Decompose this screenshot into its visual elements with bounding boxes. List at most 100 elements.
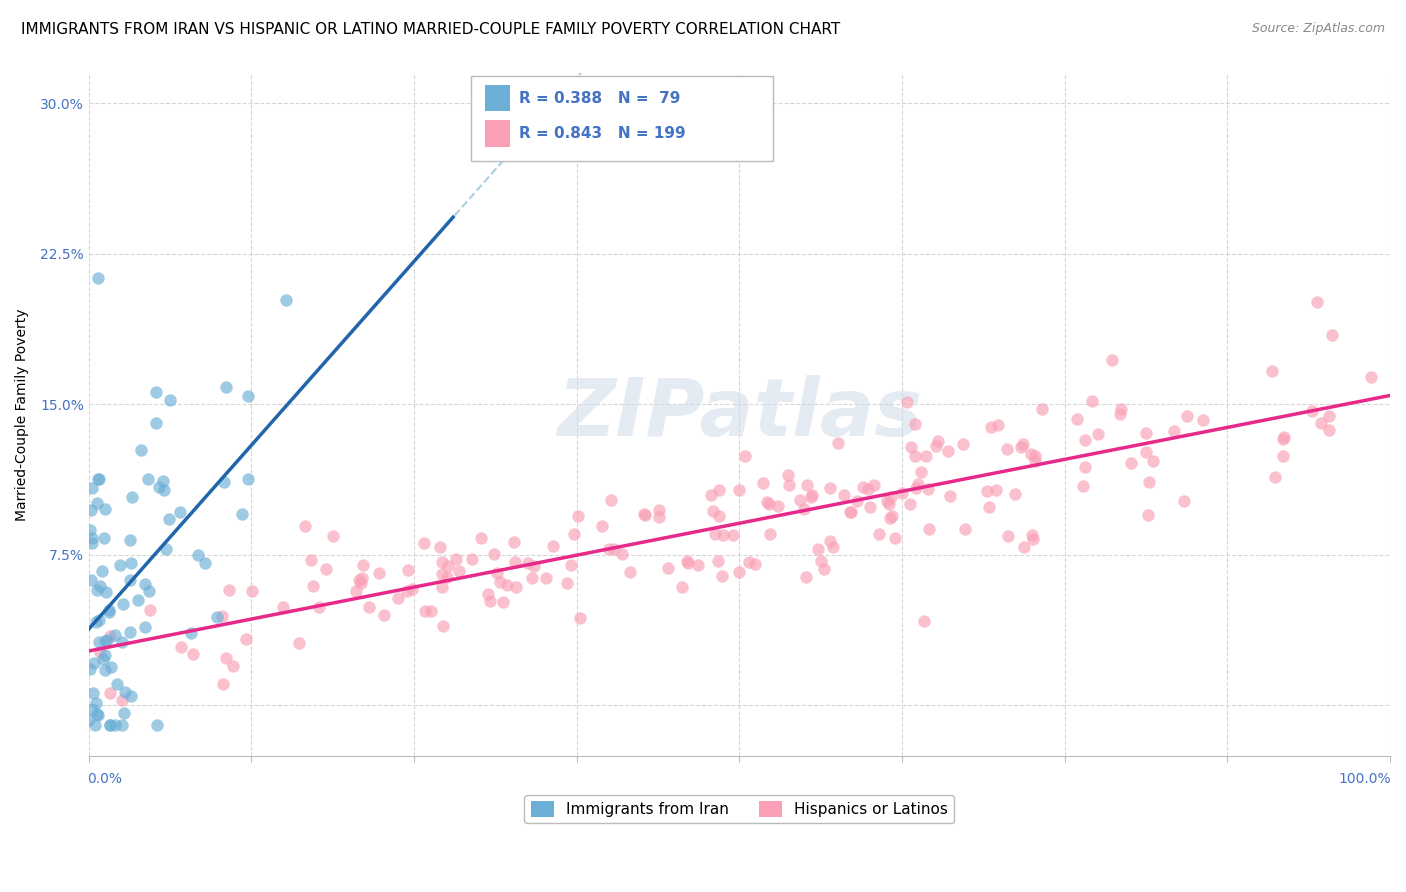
Point xyxy=(1014,540,1036,554)
Point xyxy=(1022,532,1045,546)
Point xyxy=(898,497,921,511)
Point xyxy=(927,434,949,449)
Point xyxy=(288,636,311,650)
Point xyxy=(79,662,101,676)
Point xyxy=(91,564,114,578)
Point xyxy=(111,718,134,732)
Point xyxy=(86,707,108,722)
Point xyxy=(98,718,121,732)
Point xyxy=(876,493,898,508)
Point xyxy=(711,528,734,542)
Point xyxy=(709,483,731,498)
Point xyxy=(80,503,103,517)
Point xyxy=(1074,460,1097,475)
Text: 100.0%: 100.0% xyxy=(1339,772,1391,786)
Point xyxy=(489,574,512,589)
Point xyxy=(87,614,110,628)
Point xyxy=(567,508,589,523)
Point xyxy=(89,645,111,659)
Point xyxy=(146,718,169,732)
Point xyxy=(807,542,830,557)
Point xyxy=(1081,393,1104,408)
Point xyxy=(153,483,176,497)
Point xyxy=(83,718,105,732)
Point xyxy=(868,527,890,541)
Point xyxy=(900,440,922,454)
Point xyxy=(859,500,882,514)
Point xyxy=(505,580,527,594)
Point xyxy=(907,477,929,491)
Y-axis label: Married-Couple Family Poverty: Married-Couple Family Poverty xyxy=(15,308,30,521)
Point xyxy=(810,554,832,568)
Point xyxy=(120,573,142,587)
Point xyxy=(98,629,121,643)
Point xyxy=(131,443,153,458)
Point xyxy=(603,542,626,557)
Text: R = 0.843   N = 199: R = 0.843 N = 199 xyxy=(519,127,686,141)
Point xyxy=(240,584,263,599)
Point xyxy=(707,508,730,523)
Point xyxy=(350,576,373,591)
Point xyxy=(758,497,780,511)
Point xyxy=(367,566,389,581)
Point xyxy=(496,578,519,592)
Point xyxy=(86,583,108,598)
Point xyxy=(924,439,946,453)
Point xyxy=(1004,487,1026,501)
Point xyxy=(1260,363,1282,377)
Point xyxy=(863,478,886,492)
Point xyxy=(1272,430,1295,444)
Point xyxy=(796,478,818,492)
Point xyxy=(218,583,240,598)
Point xyxy=(114,706,136,720)
Point xyxy=(744,557,766,571)
Point xyxy=(634,508,657,522)
Point xyxy=(1301,403,1323,417)
Point xyxy=(482,548,505,562)
Point xyxy=(569,611,592,625)
Point xyxy=(87,635,110,649)
Point xyxy=(181,648,204,662)
Point xyxy=(315,562,337,576)
Point xyxy=(800,490,823,504)
Point xyxy=(470,531,492,545)
Point xyxy=(633,507,655,521)
Point xyxy=(94,648,117,662)
Point xyxy=(852,480,875,494)
Point xyxy=(1306,294,1329,309)
Point xyxy=(912,614,935,628)
Point xyxy=(1071,479,1094,493)
Point xyxy=(491,595,513,609)
Point xyxy=(707,554,730,568)
Point xyxy=(821,541,844,555)
Point xyxy=(419,604,441,618)
Point xyxy=(100,660,122,674)
Point xyxy=(766,499,789,513)
Point xyxy=(91,652,114,666)
Point xyxy=(1135,445,1157,459)
Point xyxy=(87,472,110,486)
Point xyxy=(1264,469,1286,483)
Text: IMMIGRANTS FROM IRAN VS HISPANIC OR LATINO MARRIED-COUPLE FAMILY POVERTY CORRELA: IMMIGRANTS FROM IRAN VS HISPANIC OR LATI… xyxy=(21,22,841,37)
Point xyxy=(301,579,323,593)
Point xyxy=(432,618,454,632)
Point xyxy=(205,609,228,624)
Point xyxy=(1360,369,1382,384)
Point xyxy=(93,663,115,677)
Point xyxy=(1310,416,1333,430)
Point xyxy=(1021,528,1043,542)
Point xyxy=(111,597,134,611)
Point xyxy=(187,548,209,562)
Point xyxy=(704,526,727,541)
Point xyxy=(111,693,134,707)
Point xyxy=(839,505,862,519)
Point xyxy=(734,449,756,463)
Point xyxy=(858,482,880,496)
Point xyxy=(77,713,100,727)
Point xyxy=(917,482,939,496)
Point xyxy=(401,582,423,597)
Point xyxy=(430,580,453,594)
Point xyxy=(517,556,540,570)
Point xyxy=(86,496,108,510)
Point xyxy=(820,533,842,548)
